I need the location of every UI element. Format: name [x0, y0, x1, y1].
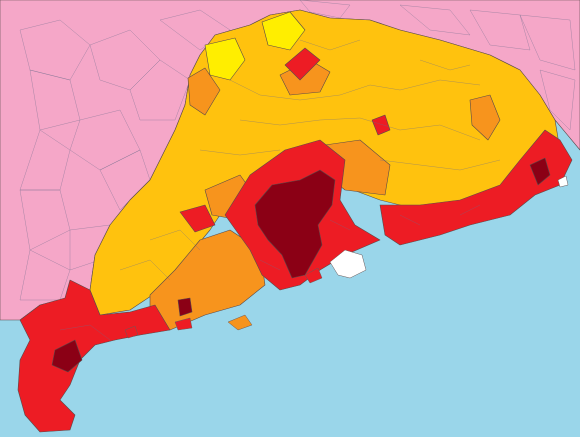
region-level-1-a	[204, 37, 246, 81]
region-level-3-c	[469, 94, 501, 141]
region-level-4-north2	[371, 114, 391, 136]
region-level-4-west	[17, 279, 171, 433]
region-level-5-west	[51, 339, 83, 373]
region-level-1-b	[261, 11, 306, 51]
province-county-borders	[59, 39, 501, 341]
region-level-5-southwest	[177, 297, 193, 317]
island-no-data	[329, 249, 367, 279]
region-level-4-north	[284, 47, 321, 81]
region-level-5-core	[254, 169, 336, 279]
region-level-5-east	[529, 157, 551, 186]
island-red-d	[124, 325, 139, 339]
region-level-4-east	[379, 129, 573, 246]
region-level-4-southwest	[179, 204, 216, 233]
island-small-east	[557, 175, 569, 188]
island-red-c	[304, 267, 323, 284]
region-level-3-a	[187, 67, 221, 116]
island-red-b	[174, 317, 193, 331]
island-red-a	[227, 314, 253, 331]
